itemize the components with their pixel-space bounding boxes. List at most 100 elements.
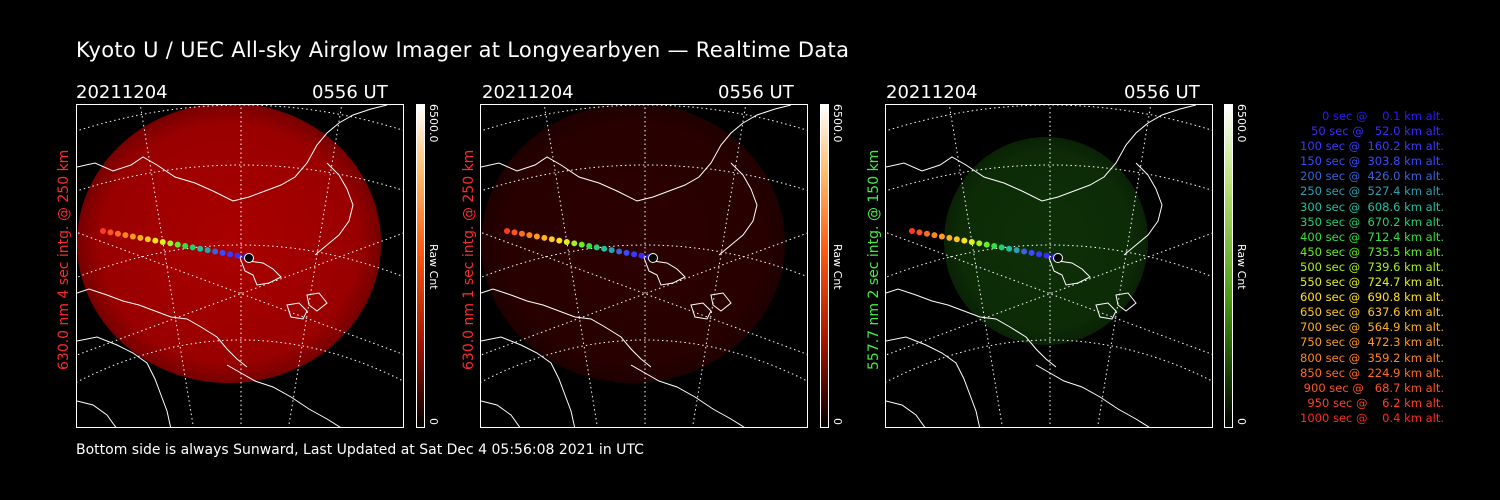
panel-1-time: 0556 UT bbox=[312, 82, 388, 103]
trajectory-point bbox=[227, 251, 234, 258]
legend-entry: 150 sec @ 303.8 km alt. bbox=[1296, 154, 1444, 169]
trajectory-point bbox=[586, 243, 593, 250]
trajectory-point bbox=[234, 252, 241, 259]
trajectory-point bbox=[541, 234, 548, 241]
trajectory-point bbox=[107, 229, 114, 236]
grid-line bbox=[481, 231, 807, 355]
trajectory-point bbox=[1006, 245, 1013, 252]
trajectory-point bbox=[197, 245, 204, 252]
coastline bbox=[481, 336, 576, 427]
coastline bbox=[481, 288, 652, 368]
trajectory-point bbox=[593, 244, 600, 251]
legend-entry: 600 sec @ 690.8 km alt. bbox=[1296, 290, 1444, 305]
trajectory-point bbox=[991, 243, 998, 250]
legend-entry: 100 sec @ 160.2 km alt. bbox=[1296, 139, 1444, 154]
grid-line bbox=[948, 105, 1003, 427]
trajectory-point bbox=[998, 244, 1005, 251]
panel-3-colorbar-unit: Raw Cnt bbox=[1235, 244, 1248, 290]
panel-2-colorbar-min: 0 bbox=[831, 418, 844, 425]
coastline bbox=[238, 253, 282, 286]
legend-entry: 400 sec @ 712.4 km alt. bbox=[1296, 229, 1444, 244]
legend-entry: 200 sec @ 426.0 km alt. bbox=[1296, 169, 1444, 184]
coastline bbox=[630, 364, 745, 427]
legend-entry: 700 sec @ 564.9 km alt. bbox=[1296, 320, 1444, 335]
coastline bbox=[710, 292, 732, 312]
grid-line bbox=[77, 244, 403, 278]
panel-3-date: 20211204 bbox=[886, 82, 978, 103]
trajectory-point bbox=[563, 238, 570, 245]
trajectory-point bbox=[174, 241, 181, 248]
trajectory-point bbox=[1013, 247, 1020, 254]
panel-2-date: 20211204 bbox=[482, 82, 574, 103]
trajectory-point bbox=[212, 248, 219, 255]
legend-entry: 300 sec @ 608.6 km alt. bbox=[1296, 199, 1444, 214]
coastline bbox=[314, 162, 354, 256]
grid-line bbox=[886, 105, 1212, 132]
coastline bbox=[1047, 253, 1091, 286]
grid-line bbox=[77, 231, 403, 355]
trajectory-point bbox=[638, 252, 645, 259]
trajectory-point bbox=[976, 240, 983, 247]
legend-entry: 0 sec @ 0.1 km alt. bbox=[1311, 109, 1444, 123]
trajectory-point bbox=[511, 229, 518, 236]
observation-site-marker bbox=[244, 253, 254, 263]
grid-line bbox=[481, 339, 807, 383]
trajectory-point bbox=[182, 243, 189, 250]
grid-line bbox=[481, 244, 807, 278]
trajectory-point bbox=[983, 241, 990, 248]
grid-line bbox=[288, 105, 343, 427]
trajectory-point bbox=[1043, 252, 1050, 259]
panel-2-side-label: 630.0 nm 1 sec intg. @ 250 km bbox=[461, 149, 477, 370]
trajectory-point bbox=[114, 230, 121, 237]
observation-site-marker bbox=[648, 253, 658, 263]
trajectory-point bbox=[1028, 249, 1035, 256]
trajectory-point bbox=[100, 228, 106, 234]
coastline bbox=[481, 105, 792, 202]
grid-line bbox=[481, 164, 807, 192]
legend-entry: 550 sec @ 724.7 km alt. bbox=[1296, 275, 1444, 290]
trajectory-point bbox=[953, 236, 960, 243]
legend-entry: 650 sec @ 637.6 km alt. bbox=[1296, 305, 1444, 320]
trajectory-point bbox=[533, 233, 540, 240]
trajectory-point bbox=[961, 237, 968, 244]
grid-line bbox=[77, 105, 403, 132]
coastline bbox=[77, 336, 172, 427]
grid-line bbox=[77, 232, 403, 356]
coastline bbox=[718, 162, 758, 256]
grid-line bbox=[886, 244, 1212, 278]
coastline bbox=[306, 292, 328, 312]
page-title: Kyoto U / UEC All-sky Airglow Imager at … bbox=[76, 38, 850, 62]
grid-line bbox=[139, 105, 194, 427]
grid-line bbox=[886, 164, 1212, 192]
trajectory-point bbox=[137, 234, 144, 241]
grid-line bbox=[481, 232, 807, 356]
panel-1-colorbar-max: 6500.0 bbox=[427, 104, 440, 143]
coastline bbox=[886, 336, 981, 427]
grid-line bbox=[77, 339, 403, 383]
panel-3-colorbar bbox=[1224, 104, 1233, 428]
allsky-map bbox=[481, 105, 807, 427]
legend-entry: 900 sec @ 68.7 km alt. bbox=[1300, 380, 1444, 395]
coastline bbox=[286, 302, 308, 320]
panel-2-colorbar-max: 6500.0 bbox=[831, 104, 844, 143]
grid-line bbox=[1097, 105, 1152, 427]
coastline bbox=[1095, 302, 1117, 320]
coastline bbox=[886, 400, 926, 427]
panel-3-colorbar-max: 6500.0 bbox=[1235, 104, 1248, 143]
panel-3-time: 0556 UT bbox=[1124, 82, 1200, 103]
panel-3-side-label: 557.7 nm 2 sec intg. @ 150 km bbox=[866, 149, 882, 370]
trajectory-point bbox=[938, 233, 945, 240]
trajectory-point bbox=[601, 245, 608, 252]
trajectory-point bbox=[916, 229, 923, 236]
legend-entry: 500 sec @ 739.6 km alt. bbox=[1296, 259, 1444, 274]
trajectory-point bbox=[556, 237, 563, 244]
panel-1-colorbar-unit: Raw Cnt bbox=[427, 244, 440, 290]
trajectory-point bbox=[946, 234, 953, 241]
grid-line bbox=[481, 105, 807, 132]
trajectory-point bbox=[122, 232, 129, 239]
panel-3-colorbar-min: 0 bbox=[1235, 418, 1248, 425]
trajectory-point bbox=[189, 244, 196, 251]
legend-entry: 350 sec @ 670.2 km alt. bbox=[1296, 214, 1444, 229]
trajectory-point bbox=[909, 228, 915, 234]
trajectory-point bbox=[571, 240, 578, 247]
